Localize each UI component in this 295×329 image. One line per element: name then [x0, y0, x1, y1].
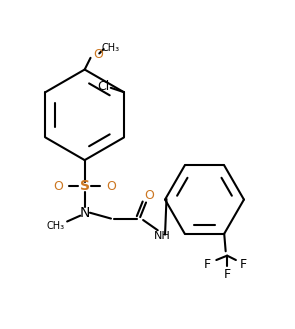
Text: F: F: [204, 258, 211, 271]
Text: CH₃: CH₃: [102, 43, 120, 53]
Text: N: N: [79, 206, 90, 220]
Text: NH: NH: [154, 231, 171, 241]
Text: Cl: Cl: [97, 80, 109, 93]
Text: S: S: [80, 179, 90, 193]
Text: O: O: [53, 180, 63, 193]
Text: O: O: [144, 189, 154, 202]
Text: O: O: [106, 180, 116, 193]
Text: CH₃: CH₃: [46, 221, 65, 231]
Text: F: F: [240, 258, 247, 271]
Text: O: O: [93, 48, 103, 62]
Text: F: F: [224, 268, 231, 281]
